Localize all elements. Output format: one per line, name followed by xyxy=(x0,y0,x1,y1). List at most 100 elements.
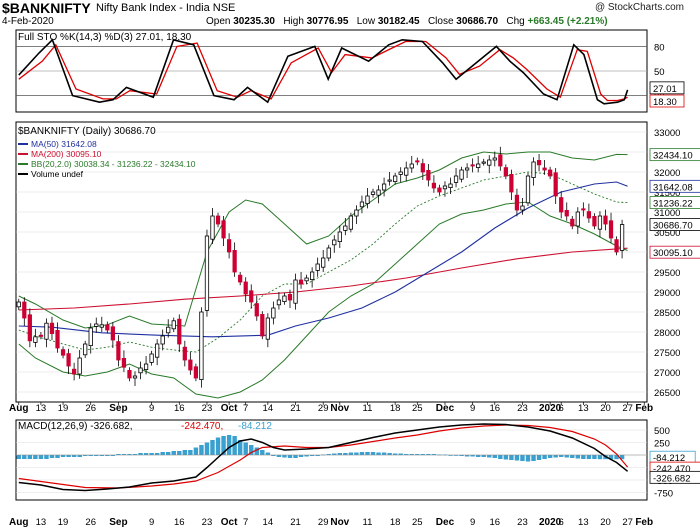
candle-body-up xyxy=(155,343,160,358)
candle-body-up xyxy=(442,185,448,190)
macd-hist-bar xyxy=(431,454,437,455)
candle xyxy=(88,323,93,354)
candle-body-down xyxy=(548,169,553,177)
ma200-value: 30095.10 xyxy=(653,248,693,259)
x-tick-label: 13 xyxy=(578,403,589,414)
x-tick-label: Nov xyxy=(330,403,349,414)
macd-hist-bar xyxy=(138,453,143,455)
candle xyxy=(370,188,376,198)
sto-k-value: 27.01 xyxy=(653,84,677,95)
candle xyxy=(326,244,331,262)
candle xyxy=(415,157,420,166)
candle xyxy=(337,225,342,248)
x-tick-label: Aug xyxy=(9,403,28,414)
candle-body-down xyxy=(581,208,586,211)
macd-hist-bar xyxy=(260,450,265,455)
macd-hist-bar xyxy=(415,454,420,455)
candle-body-up xyxy=(304,277,309,282)
candle xyxy=(503,164,508,180)
candle xyxy=(33,328,38,348)
candle-body-up xyxy=(487,159,492,166)
price-tick-label: 28500 xyxy=(654,308,680,319)
macd-hist-bar xyxy=(520,455,525,461)
candle xyxy=(376,185,381,204)
bb-upper-value: 32434.10 xyxy=(653,151,693,162)
x-tick-label-bottom: 13 xyxy=(578,517,589,528)
price-tick-label: 31000 xyxy=(654,208,680,219)
x-tick-label-bottom: Aug xyxy=(9,517,28,528)
macd-hist-bar xyxy=(354,452,359,455)
macd-hist-bar xyxy=(276,455,282,457)
candle-body-up xyxy=(321,257,326,268)
candle xyxy=(354,205,359,224)
macd-hist-bar xyxy=(558,455,564,457)
candle xyxy=(581,202,586,217)
macd-hist-bar xyxy=(564,455,569,458)
candle xyxy=(38,332,44,340)
candle xyxy=(282,292,287,305)
x-tick-label-bottom: Sep xyxy=(109,517,127,528)
candle-body-up xyxy=(293,279,298,304)
macd-hist-bar xyxy=(492,455,497,458)
macd-hist-bar xyxy=(121,454,127,455)
macd-hist-bar xyxy=(614,455,619,460)
macd-hist-bar xyxy=(337,453,343,455)
macd-hist-bar xyxy=(498,455,503,459)
x-tick-label-bottom: 18 xyxy=(390,517,401,528)
candle xyxy=(304,274,309,284)
candle xyxy=(276,292,282,310)
macd-hist-bar xyxy=(581,455,586,459)
macd-hist-bar xyxy=(487,455,492,458)
candle xyxy=(116,335,121,367)
x-tick-label-bottom: 29 xyxy=(318,517,329,528)
bb-upper-line xyxy=(18,151,628,329)
candle xyxy=(470,158,475,173)
macd-hist-bar xyxy=(470,455,475,457)
candle xyxy=(420,158,425,180)
x-tick-label-bottom: Nov xyxy=(330,517,349,528)
candle-body-up xyxy=(359,201,365,208)
macd-hist-bar xyxy=(475,455,481,457)
candle-body-down xyxy=(287,293,293,301)
candle xyxy=(332,235,337,253)
high-value: 30776.95 xyxy=(306,16,349,27)
x-tick-label-bottom: 7 xyxy=(243,517,248,528)
macd-hist-bar xyxy=(426,454,431,455)
candle-body-up xyxy=(77,357,82,375)
macd-hist-bar xyxy=(127,454,132,455)
candle xyxy=(155,339,160,366)
macd-hist-bar xyxy=(110,455,116,456)
candle-body-up xyxy=(337,231,342,242)
candle xyxy=(204,229,210,317)
macd-hist-bar xyxy=(503,455,509,460)
x-tick-label-bottom: 2020 xyxy=(539,517,562,528)
candle-body-up xyxy=(531,161,536,179)
ma200-line xyxy=(18,247,628,311)
candle xyxy=(608,212,614,243)
candle xyxy=(193,363,199,382)
x-tick-label: 9 xyxy=(149,403,154,414)
x-tick-label-bottom: 16 xyxy=(489,517,500,528)
candle-body-up xyxy=(525,175,531,204)
candle xyxy=(293,273,298,310)
macd-hist-bar xyxy=(619,455,625,460)
ma50-line xyxy=(18,181,628,338)
candle-body-down xyxy=(226,239,232,253)
sto-d-value-box xyxy=(649,94,685,108)
candle-body-down xyxy=(243,281,248,295)
candle xyxy=(531,157,536,186)
candle-body-down xyxy=(559,197,564,213)
candle-body-down xyxy=(249,290,254,303)
candle xyxy=(614,236,619,256)
candle xyxy=(426,164,431,187)
x-tick-label: 23 xyxy=(517,403,528,414)
candle xyxy=(287,289,293,308)
candle xyxy=(597,211,603,238)
price-legend-item: MA(200) 30095.10 xyxy=(31,149,102,159)
macd-hist-bar xyxy=(509,455,514,460)
macd-signal-line xyxy=(18,424,629,489)
bb-middle-value: 31236.22 xyxy=(653,199,693,210)
candle-body-down xyxy=(570,218,575,227)
macd-hist-bar xyxy=(293,455,298,458)
